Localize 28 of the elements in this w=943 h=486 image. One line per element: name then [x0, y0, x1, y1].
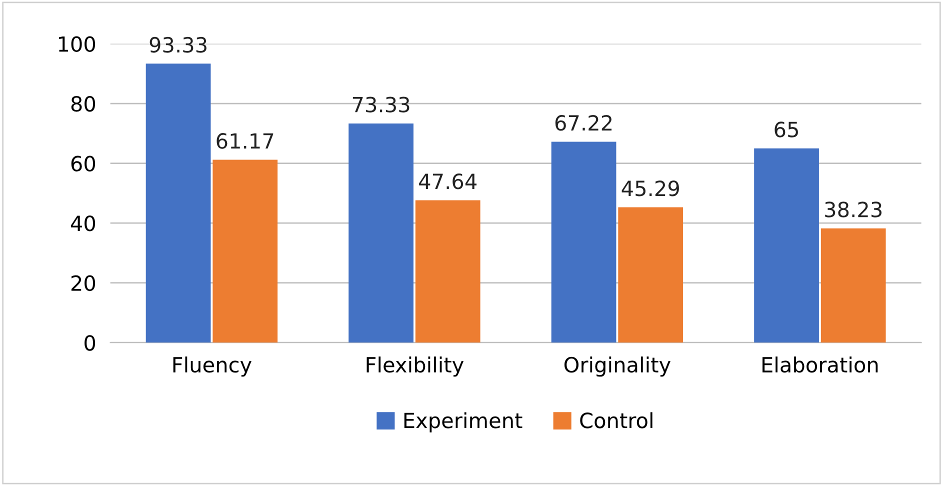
- y-tick-label: 60: [71, 156, 96, 172]
- bar: [212, 160, 278, 343]
- bar: [415, 200, 480, 343]
- data-label: 73.33: [352, 96, 410, 112]
- data-label: 38.23: [825, 202, 882, 218]
- legend-label: Control: [580, 412, 652, 428]
- y-tick-label: 0: [84, 335, 96, 351]
- bar: [146, 64, 211, 343]
- data-label: 67.22: [555, 114, 612, 131]
- legend-label: Experiment: [404, 412, 522, 432]
- x-tick-label: Flexibility: [366, 356, 464, 377]
- x-tick-label: Fluency: [173, 356, 252, 377]
- data-label: 65: [774, 122, 798, 138]
- data-label: 93.33: [150, 36, 206, 53]
- y-tick-label: 40: [70, 216, 96, 232]
- bar: [754, 148, 819, 343]
- bar: [348, 123, 414, 343]
- data-label: 45.29: [622, 180, 679, 196]
- y-tick-label: 100: [58, 36, 96, 52]
- y-tick-label: 80: [71, 96, 96, 112]
- y-tick-label: 20: [71, 275, 96, 292]
- bar: [820, 228, 886, 343]
- data-label: 61.17: [216, 133, 274, 149]
- x-tick-label: Elaboration: [762, 356, 878, 373]
- bar: [618, 207, 684, 343]
- bar: [551, 142, 616, 343]
- x-tick-label: Originality: [564, 356, 670, 377]
- data-label: 47.64: [419, 174, 477, 190]
